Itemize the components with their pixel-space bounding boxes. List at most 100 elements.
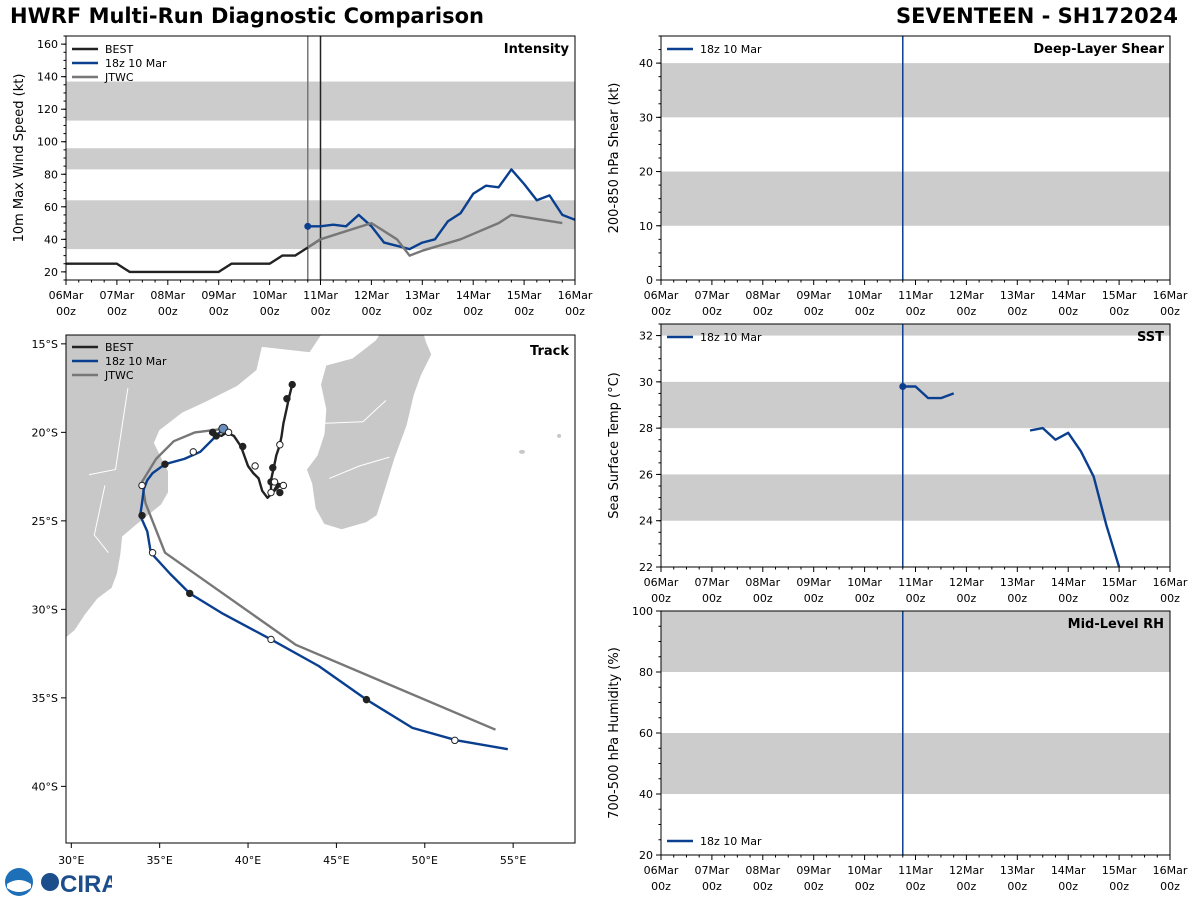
series-start-marker <box>304 222 312 230</box>
sst-title: SST <box>1137 330 1164 345</box>
y-tick-label: 100 <box>37 136 58 149</box>
lat-tick-label: 25°S <box>32 515 58 528</box>
threshold-band <box>661 324 1170 336</box>
x-tick-date: 11Mar <box>898 864 933 877</box>
x-tick-date: 06Mar <box>644 864 679 877</box>
x-tick-date: 06Mar <box>644 289 679 302</box>
reunion-island <box>518 449 525 454</box>
mauritius-island <box>557 433 562 438</box>
x-tick-hour: 00z <box>1109 305 1129 318</box>
rh-title: Mid-Level RH <box>1068 617 1164 632</box>
x-tick-date: 16Mar <box>1153 864 1188 877</box>
track-position-marker <box>161 460 169 468</box>
legend-label: 18z 10 Mar <box>700 835 762 848</box>
x-tick-hour: 00z <box>906 305 926 318</box>
x-tick-date: 14Mar <box>456 289 491 302</box>
x-tick-date: 06Mar <box>49 289 84 302</box>
x-tick-hour: 00z <box>957 305 977 318</box>
track-position-marker <box>138 511 146 520</box>
x-tick-hour: 00z <box>463 305 483 318</box>
y-tick-label: 0 <box>646 274 653 287</box>
x-tick-hour: 00z <box>209 305 229 318</box>
y-tick-label: 120 <box>37 103 58 116</box>
y-tick-label: 20 <box>639 166 653 179</box>
legend-label: BEST <box>105 341 133 354</box>
admin-border <box>329 456 390 479</box>
x-tick-date: 07Mar <box>695 289 730 302</box>
x-tick-date: 08Mar <box>150 289 185 302</box>
legend-label: JTWC <box>104 369 134 382</box>
lon-tick-label: 30°E <box>58 854 84 867</box>
x-tick-date: 06Mar <box>644 576 679 589</box>
x-tick-hour: 00z <box>56 305 76 318</box>
lat-tick-label: 35°S <box>32 692 58 705</box>
x-tick-hour: 00z <box>651 880 671 893</box>
y-tick-label: 24 <box>639 515 653 528</box>
x-tick-hour: 00z <box>804 305 824 318</box>
track-position-marker <box>189 448 197 456</box>
globe-icon <box>41 873 59 891</box>
threshold-band <box>661 611 1170 672</box>
x-tick-hour: 00z <box>1007 305 1027 318</box>
x-tick-hour: 00z <box>651 305 671 318</box>
x-tick-date: 15Mar <box>507 289 542 302</box>
track-position-marker <box>269 464 277 472</box>
x-tick-hour: 00z <box>702 880 722 893</box>
legend-label: 18z 10 Mar <box>700 331 762 344</box>
legend-label: 18z 10 Mar <box>700 43 762 56</box>
lon-tick-label: 35°E <box>146 854 172 867</box>
legend-label: BEST <box>105 43 133 56</box>
x-tick-hour: 00z <box>804 880 824 893</box>
y-tick-label: 80 <box>639 666 653 679</box>
track-position-marker <box>239 442 247 451</box>
series-line-18z-10-mar <box>307 168 575 251</box>
admin-border <box>88 388 129 476</box>
x-tick-hour: 00z <box>957 592 977 605</box>
track-position-marker <box>283 395 291 403</box>
lon-tick-label: 45°E <box>323 854 349 867</box>
x-tick-date: 11Mar <box>898 289 933 302</box>
x-tick-hour: 00z <box>412 305 432 318</box>
threshold-band <box>661 733 1170 794</box>
lon-tick-label: 55°E <box>500 854 526 867</box>
track-position-marker <box>276 488 284 497</box>
x-tick-hour: 00z <box>906 880 926 893</box>
plot-frame <box>660 323 1171 568</box>
x-tick-hour: 00z <box>753 305 773 318</box>
x-tick-hour: 00z <box>855 880 875 893</box>
x-tick-hour: 00z <box>855 305 875 318</box>
track-position-marker <box>186 589 194 598</box>
track-position-marker <box>251 462 259 470</box>
x-tick-date: 10Mar <box>847 289 882 302</box>
x-tick-hour: 00z <box>565 305 585 318</box>
x-tick-hour: 00z <box>753 880 773 893</box>
x-tick-date: 14Mar <box>1051 864 1086 877</box>
legend-label: 18z 10 Mar <box>105 355 167 368</box>
x-tick-hour: 00z <box>311 305 331 318</box>
x-tick-date: 16Mar <box>1153 289 1188 302</box>
x-tick-date: 12Mar <box>949 289 984 302</box>
x-tick-hour: 00z <box>362 305 382 318</box>
intensity-panel: 20 40 60 80 100 120 140 160 06Mar 00z 07Mar 00z 08Ma… <box>12 35 593 318</box>
sst-panel: 22 24 26 28 30 32 06Mar 00z 07Mar 00z 08Mar 00z 09Ma… <box>607 323 1188 605</box>
threshold-band <box>661 381 1170 429</box>
y-tick-label: 10 <box>639 220 653 233</box>
track-position-marker <box>138 481 146 490</box>
track-position-marker <box>276 441 284 449</box>
x-tick-hour: 00z <box>1109 880 1129 893</box>
y-tick-label: 30 <box>639 376 653 389</box>
x-tick-date: 12Mar <box>949 576 984 589</box>
x-tick-date: 08Mar <box>745 289 780 302</box>
x-tick-hour: 00z <box>514 305 534 318</box>
track-position-marker <box>267 635 275 644</box>
x-tick-hour: 00z <box>1160 880 1180 893</box>
track-position-marker <box>148 549 157 557</box>
x-tick-hour: 00z <box>1058 592 1078 605</box>
series-start-marker <box>899 382 907 390</box>
x-tick-hour: 00z <box>260 305 280 318</box>
track-position-marker <box>267 488 275 497</box>
track-title: Track <box>530 344 569 359</box>
x-tick-date: 09Mar <box>796 864 831 877</box>
lat-tick-label: 30°S <box>32 603 58 616</box>
